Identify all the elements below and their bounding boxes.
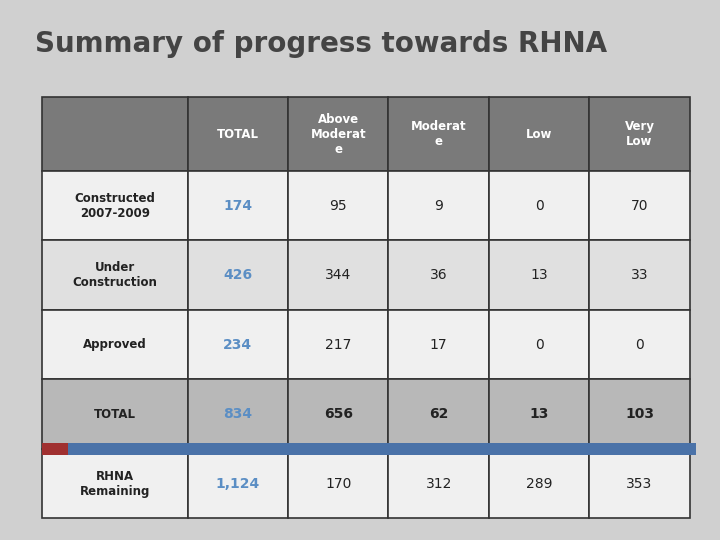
Text: Moderat
e: Moderat e <box>411 120 467 148</box>
Text: 656: 656 <box>324 407 353 421</box>
Text: 0: 0 <box>535 338 544 352</box>
Text: Summary of progress towards RHNA: Summary of progress towards RHNA <box>35 30 607 58</box>
Text: Very
Low: Very Low <box>624 120 654 148</box>
Text: 95: 95 <box>330 199 347 213</box>
Text: 344: 344 <box>325 268 351 282</box>
Text: 0: 0 <box>535 199 544 213</box>
Text: Under
Construction: Under Construction <box>72 261 157 289</box>
Text: 1,124: 1,124 <box>216 477 260 491</box>
Text: 9: 9 <box>434 199 443 213</box>
Text: 217: 217 <box>325 338 351 352</box>
Text: 13: 13 <box>531 268 548 282</box>
Text: 353: 353 <box>626 477 652 491</box>
Text: TOTAL: TOTAL <box>217 127 258 140</box>
Text: 17: 17 <box>430 338 447 352</box>
Text: 62: 62 <box>429 407 449 421</box>
Text: Approved: Approved <box>83 338 147 351</box>
Text: Above
Moderat
e: Above Moderat e <box>310 112 366 156</box>
Text: TOTAL: TOTAL <box>94 408 135 421</box>
Text: 170: 170 <box>325 477 351 491</box>
Text: 834: 834 <box>223 407 252 421</box>
Text: Constructed
2007-2009: Constructed 2007-2009 <box>74 192 155 220</box>
Text: 13: 13 <box>529 407 549 421</box>
Text: Low: Low <box>526 127 552 140</box>
Text: 103: 103 <box>625 407 654 421</box>
Text: 70: 70 <box>631 199 648 213</box>
Text: 426: 426 <box>223 268 252 282</box>
Text: RHNA
Remaining: RHNA Remaining <box>79 470 150 498</box>
Text: 174: 174 <box>223 199 252 213</box>
Text: 36: 36 <box>430 268 447 282</box>
Text: 234: 234 <box>223 338 252 352</box>
Text: 33: 33 <box>631 268 648 282</box>
Text: 0: 0 <box>635 338 644 352</box>
Text: 289: 289 <box>526 477 552 491</box>
Text: 312: 312 <box>426 477 452 491</box>
